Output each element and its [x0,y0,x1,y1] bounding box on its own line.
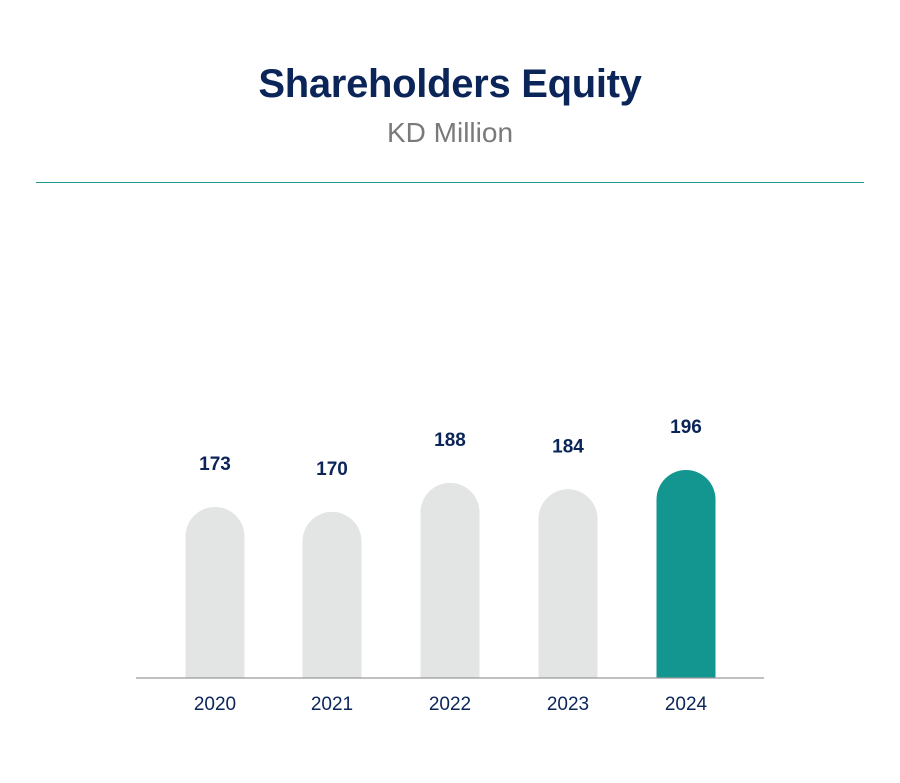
chart-subtitle: KD Million [386,117,514,148]
data-label: 196 [670,417,702,438]
bar-2022 [420,482,480,678]
x-tick-label: 2024 [665,694,708,715]
data-label: 184 [552,436,584,457]
chart-title: Shareholders Equity [258,62,642,106]
bar-2024 [656,470,716,678]
x-tick-label: 2023 [547,694,589,715]
data-label: 173 [199,454,231,475]
bar-2020 [185,507,245,678]
title-divider [36,182,864,183]
x-tick-label: 2022 [429,694,471,715]
bar-2023 [538,489,598,678]
data-label: 188 [434,430,466,451]
x-tick-label: 2021 [311,694,353,715]
x-tick-label: 2020 [194,694,236,715]
data-label: 170 [316,459,348,480]
bar-2021 [302,511,362,678]
